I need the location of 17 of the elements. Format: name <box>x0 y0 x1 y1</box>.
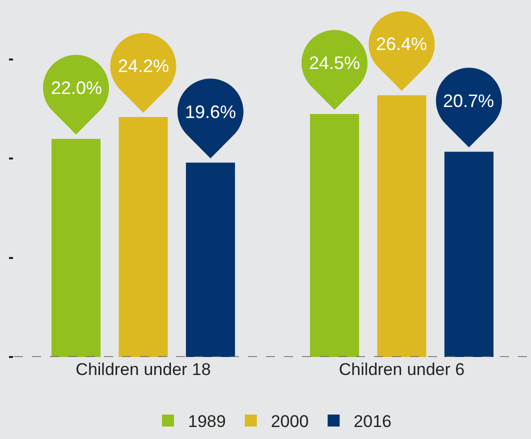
x-tick-label: Children under 6 <box>338 360 465 379</box>
data-label: 26.4% <box>376 34 428 54</box>
data-label: 19.6% <box>185 102 236 122</box>
bar <box>310 114 360 357</box>
legend-label: 1989 <box>188 412 226 432</box>
data-label: 24.5% <box>309 53 360 73</box>
data-label: 24.2% <box>118 56 170 76</box>
bar <box>186 162 235 357</box>
data-label: 22.0% <box>51 78 102 98</box>
data-label: 20.7% <box>443 91 494 111</box>
bar <box>52 138 101 357</box>
bar <box>118 117 168 357</box>
legend-label: 2000 <box>270 412 309 432</box>
bar <box>444 152 494 357</box>
x-tick-label: Children under 18 <box>76 360 211 379</box>
bar <box>377 95 426 357</box>
legend-label: 2016 <box>354 412 392 432</box>
